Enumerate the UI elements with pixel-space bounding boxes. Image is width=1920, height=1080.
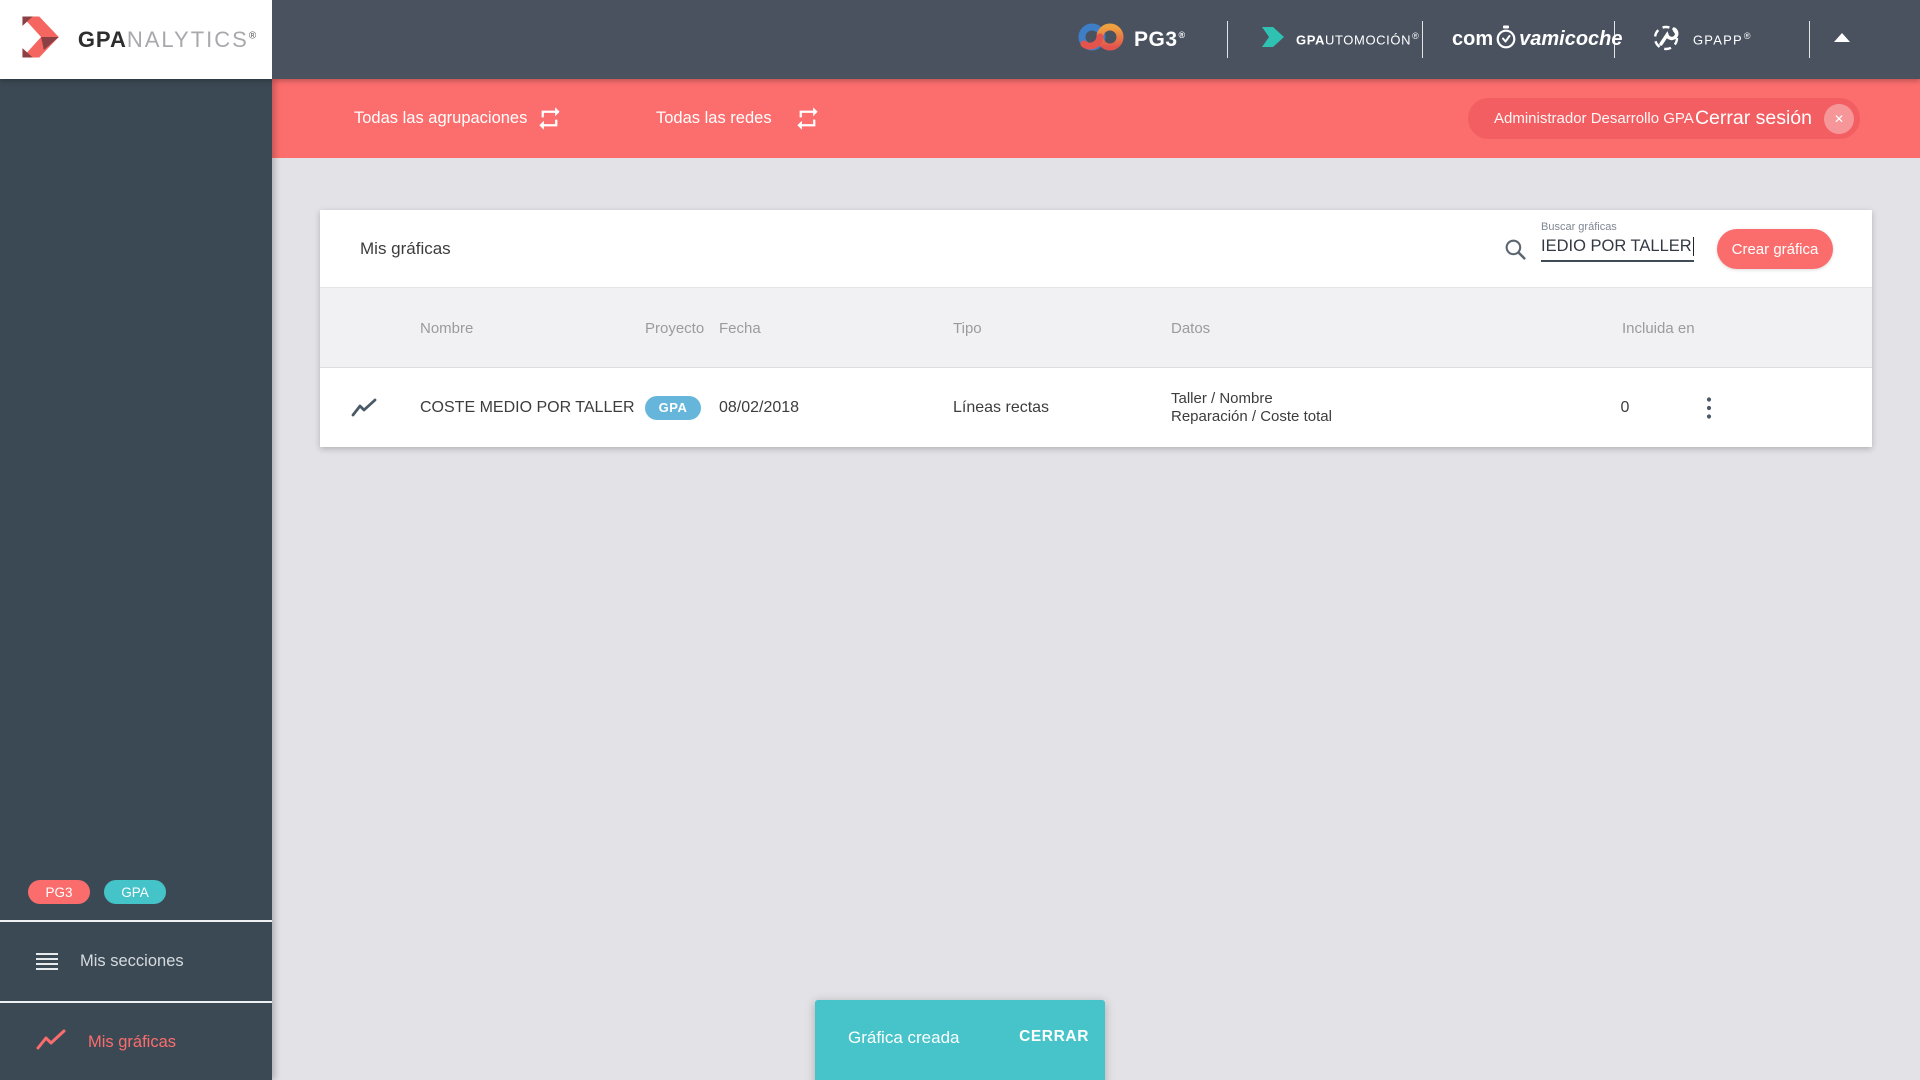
filter-agrupaciones-label: Todas las agrupaciones [354,109,528,127]
collapse-header-icon[interactable] [1834,33,1850,42]
sidebar-divider [0,1001,272,1003]
line-chart-icon [36,1029,66,1056]
pg3-infinity-icon [1078,20,1124,59]
cell-incluida-en: 0 [1620,398,1630,416]
header-separator [1614,21,1615,58]
comovamicoche-label-part1: com [1452,28,1494,50]
column-header-nombre: Nombre [420,319,474,337]
swap-redes-icon[interactable] [794,105,821,137]
column-header-datos: Datos [1171,319,1211,337]
logged-user-name: Administrador Desarrollo GPA [1494,110,1694,127]
header-separator [1422,21,1423,58]
cell-proyecto: GPA [645,368,701,447]
sidebar-item-label: Mis secciones [80,952,184,970]
gpapp-registered-mark: ® [1743,31,1752,42]
snackbar-close-button[interactable]: CERRAR [1019,1028,1089,1045]
sidebar-badge-pg3[interactable]: PG3 [28,880,90,904]
app-gpapp-label: GPAPP® [1693,31,1752,48]
snackbar-message: Gráfica creada [848,1028,960,1047]
comovamicoche-label-part2: vamicoche [1519,28,1623,50]
app-comovamicoche[interactable]: com vamicoche [1452,0,1623,79]
search-input-value-wrap: IEDIO POR TALLER [1541,237,1695,262]
header-separator [1227,21,1228,58]
sidebar-badge-gpa[interactable]: GPA [104,880,166,904]
swap-agrupaciones-icon[interactable] [536,105,563,137]
sidebar-item-label: Mis gráficas [88,1033,177,1051]
stopwatch-icon [1495,25,1517,55]
pg3-registered-mark: ® [1178,29,1186,40]
app-gpapp[interactable]: GPAPP® [1652,0,1752,79]
table-header: Nombre Proyecto Fecha Tipo Datos Incluid… [320,287,1872,367]
session-pill: Administrador Desarrollo GPA Cerrar sesi… [1468,98,1860,139]
logout-close-icon[interactable]: ✕ [1824,103,1854,134]
sidebar: PG3 GPA Mis secciones Mis gráficas [0,79,272,1080]
project-badge: GPA [645,395,701,420]
menu-icon [36,952,58,971]
column-header-fecha: Fecha [719,319,761,337]
column-header-tipo: Tipo [953,319,982,337]
app-gpautomocion-label: GPAUTOMOCIÓN® [1296,31,1420,48]
table-row[interactable]: COSTE MEDIO POR TALLER GPA 08/02/2018 Lí… [320,367,1872,446]
row-actions-kebab-icon[interactable] [1700,368,1718,447]
cell-datos: Taller / Nombre Reparación / Coste total [1171,368,1332,447]
snackbar: Gráfica creada CERRAR [815,1000,1105,1080]
sidebar-divider [0,920,272,922]
card-header: Mis gráficas Buscar gráficas IEDIO POR T… [320,210,1872,287]
brand-logo-box: GPANALYTICS® [0,0,272,79]
cell-datos-line1: Taller / Nombre [1171,390,1273,407]
column-header-incluida-en: Incluida en [1622,319,1695,337]
search-input-label: Buscar gráficas [1541,221,1617,233]
mis-graficas-card: Mis gráficas Buscar gráficas IEDIO POR T… [320,210,1872,447]
sidebar-item-mis-graficas[interactable]: Mis gráficas [0,1003,272,1080]
search-input[interactable]: Buscar gráficas IEDIO POR TALLER [1541,221,1695,262]
app-pg3-label: PG3® [1134,27,1186,51]
cell-nombre: COSTE MEDIO POR TALLER [420,398,635,416]
gpapp-wrench-icon [1652,21,1683,59]
brand-registered-mark: ® [248,30,258,42]
row-chart-type-icon [351,368,377,447]
filter-bar: Todas las agrupaciones Todas las redes A… [272,79,1920,158]
sidebar-item-mis-secciones[interactable]: Mis secciones [0,922,272,1001]
create-chart-button[interactable]: Crear gráfica [1717,229,1833,269]
app-gpautomocion[interactable]: GPAUTOMOCIÓN® [1260,0,1419,79]
filter-redes-label: Todas las redes [656,109,772,127]
text-caret [1692,237,1695,256]
app-pg3[interactable]: PG3® [1078,0,1186,79]
brand-name: GPANALYTICS® [77,26,258,52]
cell-datos-line2: Reparación / Coste total [1171,407,1332,425]
logout-button[interactable]: Cerrar sesión [1694,107,1812,129]
header-separator [1809,21,1810,58]
cell-fecha: 08/02/2018 [719,398,800,416]
cell-tipo: Líneas rectas [953,398,1050,416]
card-title: Mis gráficas [360,238,451,258]
search-input-value: IEDIO POR TALLER [1541,237,1692,255]
gpa-arrow-logo-icon [15,13,69,66]
gpautomocion-arrow-icon [1260,24,1286,55]
column-header-proyecto: Proyecto [645,319,705,337]
search-icon [1503,237,1528,267]
gpautomocion-registered-mark: ® [1412,31,1420,42]
top-header: PG3® GPAUTOMOCIÓN® com vamicoche [0,0,1920,79]
